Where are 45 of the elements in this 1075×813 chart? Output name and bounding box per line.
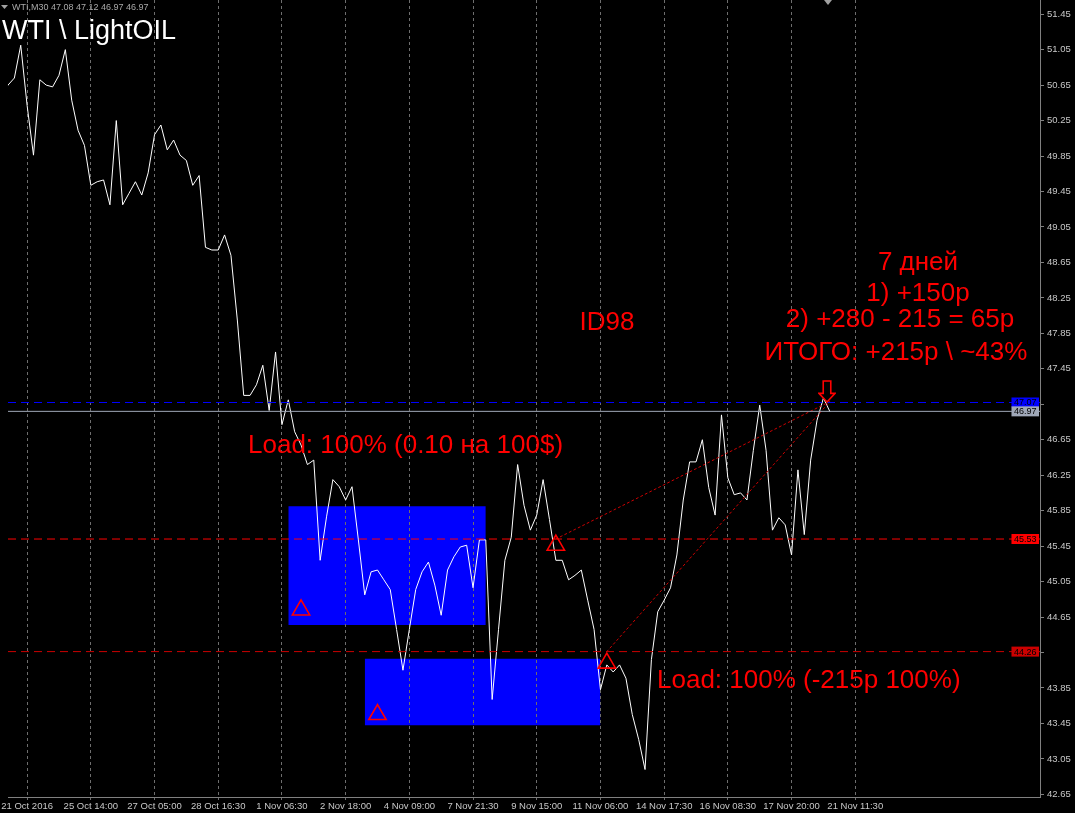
y-tick-label: 49.45: [1047, 185, 1071, 197]
y-tick-label: 50.25: [1047, 114, 1071, 126]
x-tick-label: 2 Nov 18:00: [320, 800, 372, 812]
y-tick-label: 50.65: [1047, 78, 1071, 90]
y-tick-label: 43.85: [1047, 681, 1071, 693]
x-tick-label: 16 Nov 08:30: [699, 800, 757, 812]
ref-line-label: 47.07: [1013, 397, 1037, 408]
chart-subtitle: WTI,M30 47.08 47.12 46.97 46.97: [12, 2, 149, 12]
y-tick-label: 47.85: [1047, 326, 1071, 338]
y-tick-label: 45.85: [1047, 504, 1071, 516]
y-tick-label: 44.65: [1047, 610, 1071, 622]
annotation: ID98: [579, 306, 635, 337]
x-tick-label: 28 Oct 16:30: [191, 800, 246, 812]
x-tick-label: 7 Nov 21:30: [447, 800, 499, 812]
x-tick-label: 21 Nov 11:30: [827, 800, 884, 812]
x-tick-label: 27 Oct 05:00: [127, 800, 182, 812]
text: WTI \ LightOIL: [2, 15, 177, 45]
y-tick-label: 43.05: [1047, 752, 1071, 764]
y-tick-label: 51.05: [1047, 43, 1071, 55]
y-tick-label: 45.45: [1047, 539, 1071, 551]
x-tick-label: 1 Nov 06:30: [256, 800, 308, 812]
ref-line-label: 44.26: [1013, 646, 1037, 657]
x-tick-label: 25 Oct 14:00: [63, 800, 119, 812]
y-tick-label: 49.85: [1047, 149, 1071, 161]
x-tick-label: 14 Nov 17:30: [635, 800, 693, 812]
ref-line-label: 45.53: [1013, 534, 1037, 544]
annotation: Load: 100% (-215р 100%): [657, 664, 961, 695]
y-tick-label: 49.05: [1047, 220, 1071, 232]
x-tick-label: 4 Nov 09:00: [383, 800, 435, 812]
y-tick-label: 46.65: [1047, 433, 1071, 445]
y-tick-label: 48.25: [1047, 291, 1071, 303]
x-tick-label: 21 Oct 2016: [1, 800, 53, 812]
annotation: 7 дней: [877, 246, 959, 277]
y-tick-label: 45.05: [1047, 575, 1071, 587]
annotation: ИТОГО: +215р \ ~43%: [764, 336, 1028, 367]
y-tick-label: 42.65: [1047, 787, 1071, 799]
y-tick-label: 46.25: [1047, 468, 1071, 480]
x-tick-label: 11 Nov 06:00: [572, 800, 629, 812]
y-tick-label: 51.45: [1047, 7, 1071, 19]
y-tick-label: 48.65: [1047, 256, 1071, 268]
ref-line-label: 46.97: [1013, 406, 1037, 417]
y-tick-label: 47.45: [1047, 362, 1071, 374]
y-tick-label: 43.45: [1047, 717, 1071, 729]
x-tick-label: 9 Nov 15:00: [511, 800, 563, 812]
x-tick-label: 17 Nov 20:00: [763, 800, 820, 812]
